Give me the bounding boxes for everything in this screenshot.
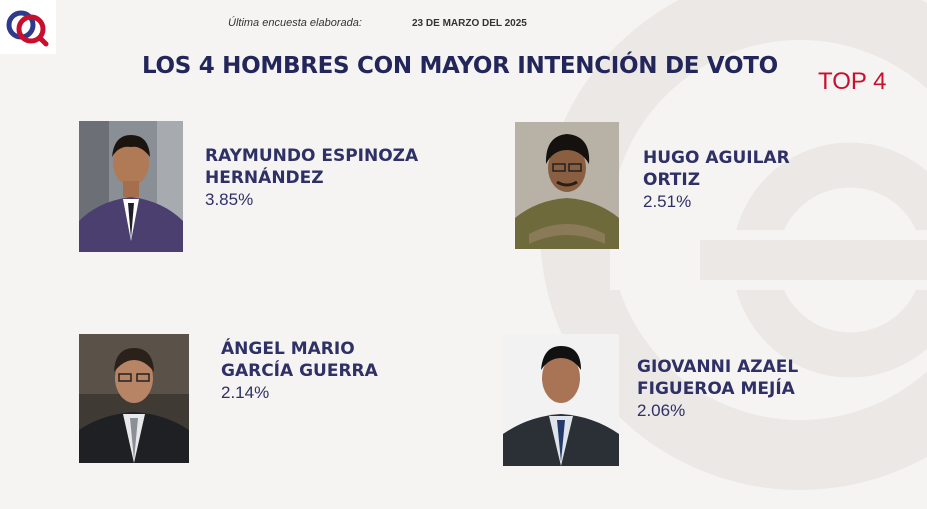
candidate-photo <box>503 334 619 466</box>
top-badge: TOP 4 <box>818 68 887 95</box>
survey-date-label: Última encuesta elaborada: <box>228 17 362 29</box>
candidate-name-line1: RAYMUNDO ESPINOZA <box>205 146 419 166</box>
candidate-name-line1: GIOVANNI AZAEL <box>637 357 799 377</box>
candidate-name-line1: ÁNGEL MARIO <box>221 339 355 359</box>
candidate-photo <box>79 121 183 252</box>
candidate-percent: 3.85% <box>205 190 254 209</box>
survey-date: 23 DE MARZO DEL 2025 <box>412 18 527 29</box>
candidate-name-line2: ORTIZ <box>643 170 701 190</box>
candidate-photo <box>79 334 189 463</box>
candidate-photo <box>515 122 619 249</box>
candidate-percent: 2.51% <box>643 192 692 211</box>
brand-logo <box>0 0 56 54</box>
candidate-name-line2: FIGUEROA MEJÍA <box>637 379 795 399</box>
candidate-name-line2: GARCÍA GUERRA <box>221 361 378 381</box>
candidate-percent: 2.06% <box>637 401 686 420</box>
candidate-name-line2: HERNÁNDEZ <box>205 168 324 188</box>
candidate-percent: 2.14% <box>221 383 270 402</box>
page-title: LOS 4 HOMBRES CON MAYOR INTENCIÓN DE VOT… <box>142 53 778 79</box>
candidate-name-line1: HUGO AGUILAR <box>643 148 790 168</box>
